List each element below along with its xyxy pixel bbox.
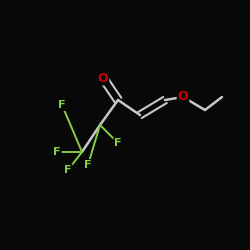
Text: F: F [84, 160, 92, 170]
Text: O: O [98, 72, 108, 85]
Text: F: F [64, 165, 72, 175]
Text: F: F [114, 138, 122, 148]
Text: O: O [178, 90, 188, 104]
Text: F: F [58, 100, 66, 110]
Text: F: F [53, 147, 61, 157]
